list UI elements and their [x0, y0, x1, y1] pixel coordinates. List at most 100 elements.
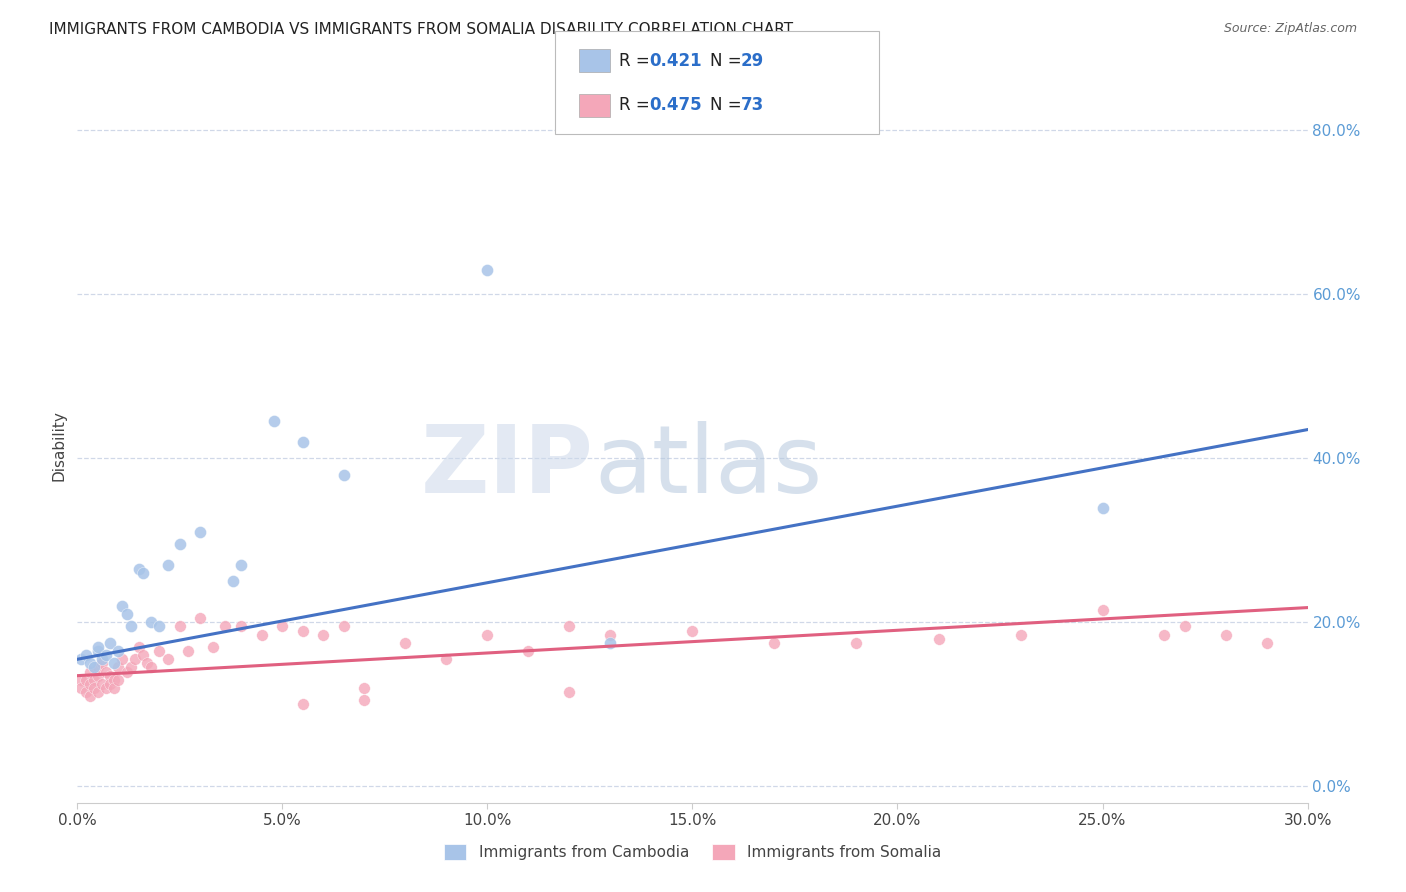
Point	[169, 619, 191, 633]
Point	[98, 636, 121, 650]
Point	[599, 627, 621, 641]
Point	[87, 668, 110, 682]
Point	[103, 681, 125, 695]
Point	[120, 619, 142, 633]
Text: N =: N =	[710, 96, 747, 114]
Point	[291, 624, 314, 638]
Point	[599, 636, 621, 650]
Point	[79, 665, 101, 679]
Point	[75, 673, 97, 687]
Point	[103, 657, 125, 671]
Point	[291, 698, 314, 712]
Point	[1256, 636, 1278, 650]
Point	[558, 685, 581, 699]
Point	[517, 644, 540, 658]
Point	[156, 558, 179, 572]
Point	[148, 619, 170, 633]
Text: 73: 73	[741, 96, 765, 114]
Point	[83, 660, 105, 674]
Point	[291, 434, 314, 449]
Point	[128, 562, 150, 576]
Point	[1091, 603, 1114, 617]
Point	[156, 652, 179, 666]
Point	[120, 660, 142, 674]
Point	[763, 636, 786, 650]
Text: atlas: atlas	[595, 421, 823, 514]
Point	[111, 652, 134, 666]
Point	[169, 537, 191, 551]
Point	[1174, 619, 1197, 633]
Point	[94, 648, 117, 662]
Point	[70, 681, 93, 695]
Point	[75, 685, 97, 699]
Point	[94, 681, 117, 695]
Point	[436, 652, 458, 666]
Point	[312, 627, 335, 641]
Point	[75, 648, 97, 662]
Point	[353, 693, 375, 707]
Point	[98, 668, 121, 682]
Point	[87, 644, 110, 658]
Point	[201, 640, 224, 654]
Point	[128, 640, 150, 654]
Point	[1091, 500, 1114, 515]
Point	[111, 599, 134, 613]
Point	[79, 657, 101, 671]
Point	[477, 627, 499, 641]
Point	[136, 657, 159, 671]
Point	[70, 673, 93, 687]
Point	[263, 414, 285, 428]
Point	[107, 673, 129, 687]
Point	[333, 467, 356, 482]
Point	[98, 677, 121, 691]
Point	[231, 558, 253, 572]
Legend: Immigrants from Cambodia, Immigrants from Somalia: Immigrants from Cambodia, Immigrants fro…	[437, 838, 948, 866]
Point	[79, 677, 101, 691]
Point	[1153, 627, 1175, 641]
Point	[353, 681, 375, 695]
Point	[79, 689, 101, 703]
Point	[177, 644, 200, 658]
Text: ZIP: ZIP	[422, 421, 595, 514]
Point	[928, 632, 950, 646]
Point	[271, 619, 294, 633]
Point	[83, 681, 105, 695]
Point	[845, 636, 868, 650]
Point	[115, 665, 138, 679]
Point	[141, 660, 163, 674]
Point	[90, 652, 114, 666]
Y-axis label: Disability: Disability	[51, 410, 66, 482]
Point	[250, 627, 273, 641]
Point	[132, 566, 155, 581]
Point	[87, 660, 110, 674]
Point	[124, 652, 146, 666]
Text: 0.421: 0.421	[650, 52, 702, 70]
Point	[90, 677, 114, 691]
Point	[103, 673, 125, 687]
Point	[477, 262, 499, 277]
Text: IMMIGRANTS FROM CAMBODIA VS IMMIGRANTS FROM SOMALIA DISABILITY CORRELATION CHART: IMMIGRANTS FROM CAMBODIA VS IMMIGRANTS F…	[49, 22, 793, 37]
Point	[1215, 627, 1237, 641]
Point	[94, 665, 117, 679]
Point	[188, 611, 212, 625]
Text: 29: 29	[741, 52, 765, 70]
Point	[132, 648, 155, 662]
Point	[231, 619, 253, 633]
Point	[188, 525, 212, 540]
Point	[1010, 627, 1032, 641]
Point	[90, 657, 114, 671]
Text: Source: ZipAtlas.com: Source: ZipAtlas.com	[1223, 22, 1357, 36]
Point	[87, 640, 110, 654]
Point	[70, 652, 93, 666]
Point	[214, 619, 236, 633]
Point	[141, 615, 163, 630]
Point	[87, 685, 110, 699]
Point	[107, 644, 129, 658]
Point	[83, 673, 105, 687]
Text: R =: R =	[619, 52, 655, 70]
Point	[107, 660, 129, 674]
Text: R =: R =	[619, 96, 655, 114]
Point	[333, 619, 356, 633]
Point	[558, 619, 581, 633]
Point	[222, 574, 245, 589]
